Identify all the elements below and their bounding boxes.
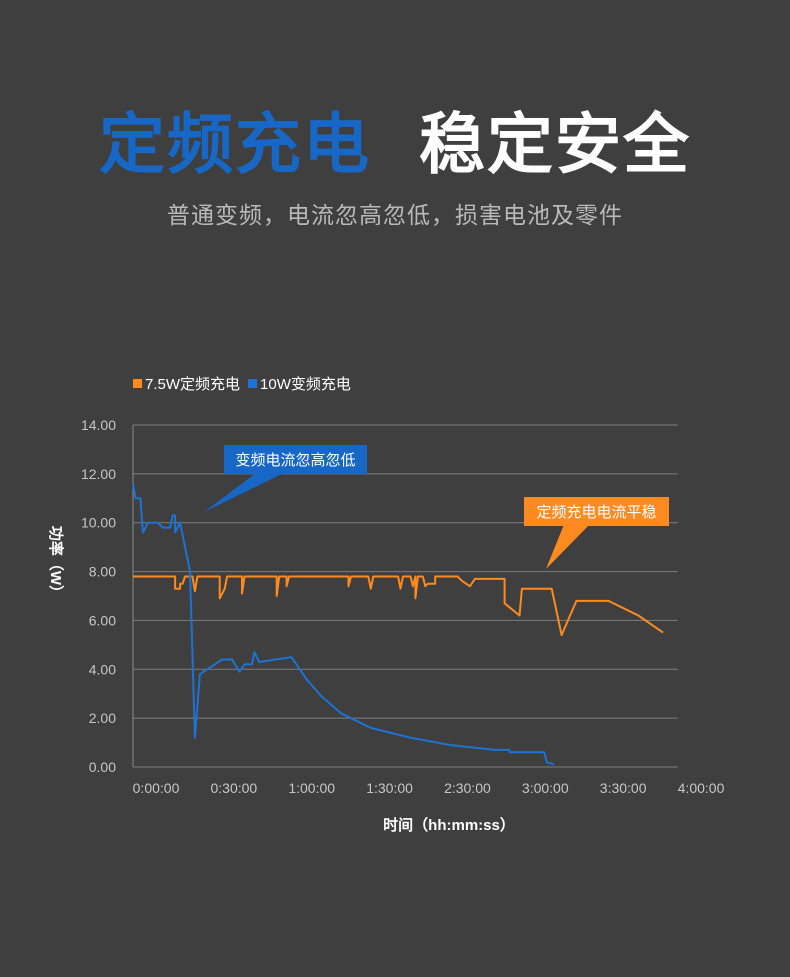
subtitle: 普通变频，电流忽高忽低，损害电池及零件 xyxy=(167,203,623,229)
x-tick-label: 0:00:00 xyxy=(133,780,180,796)
callout-pointer xyxy=(546,522,592,569)
x-tick-label: 4:00:00 xyxy=(678,780,725,796)
y-tick-label: 0.00 xyxy=(89,759,116,775)
y-axis-title: 功率（W） xyxy=(47,526,65,600)
callout-pointer xyxy=(204,470,290,512)
legend-label: 10W变频充电 xyxy=(260,376,351,393)
headline: 定频充电 稳定安全 xyxy=(0,100,790,190)
callout-label: 变频电流忽高忽低 xyxy=(235,452,355,469)
legend-swatch xyxy=(133,379,142,388)
headline-white: 稳定安全 xyxy=(419,106,691,183)
callout-box xyxy=(524,497,669,526)
series-line xyxy=(133,575,664,637)
x-tick-label: 2:30:00 xyxy=(444,780,491,796)
x-tick-label: 3:30:00 xyxy=(600,780,647,796)
x-axis-title: 时间（hh:mm:ss） xyxy=(383,816,515,834)
y-tick-label: 14.00 xyxy=(81,417,116,433)
y-tick-label: 4.00 xyxy=(89,661,116,677)
legend-label: 7.5W定频充电 xyxy=(145,376,240,393)
headline-blue: 定频充电 xyxy=(99,106,371,183)
x-tick-label: 3:00:00 xyxy=(522,780,569,796)
y-tick-label: 12.00 xyxy=(81,466,116,482)
y-tick-label: 6.00 xyxy=(89,612,116,628)
callout-box xyxy=(224,445,367,474)
x-tick-label: 1:30:00 xyxy=(366,780,413,796)
series-line xyxy=(132,483,555,766)
callout-label: 定频充电电流平稳 xyxy=(536,504,656,521)
y-tick-label: 10.00 xyxy=(81,515,116,531)
x-tick-label: 0:30:00 xyxy=(210,780,257,796)
y-tick-label: 2.00 xyxy=(89,710,116,726)
y-tick-label: 8.00 xyxy=(89,564,116,580)
x-tick-label: 1:00:00 xyxy=(288,780,335,796)
legend-swatch xyxy=(248,379,258,388)
